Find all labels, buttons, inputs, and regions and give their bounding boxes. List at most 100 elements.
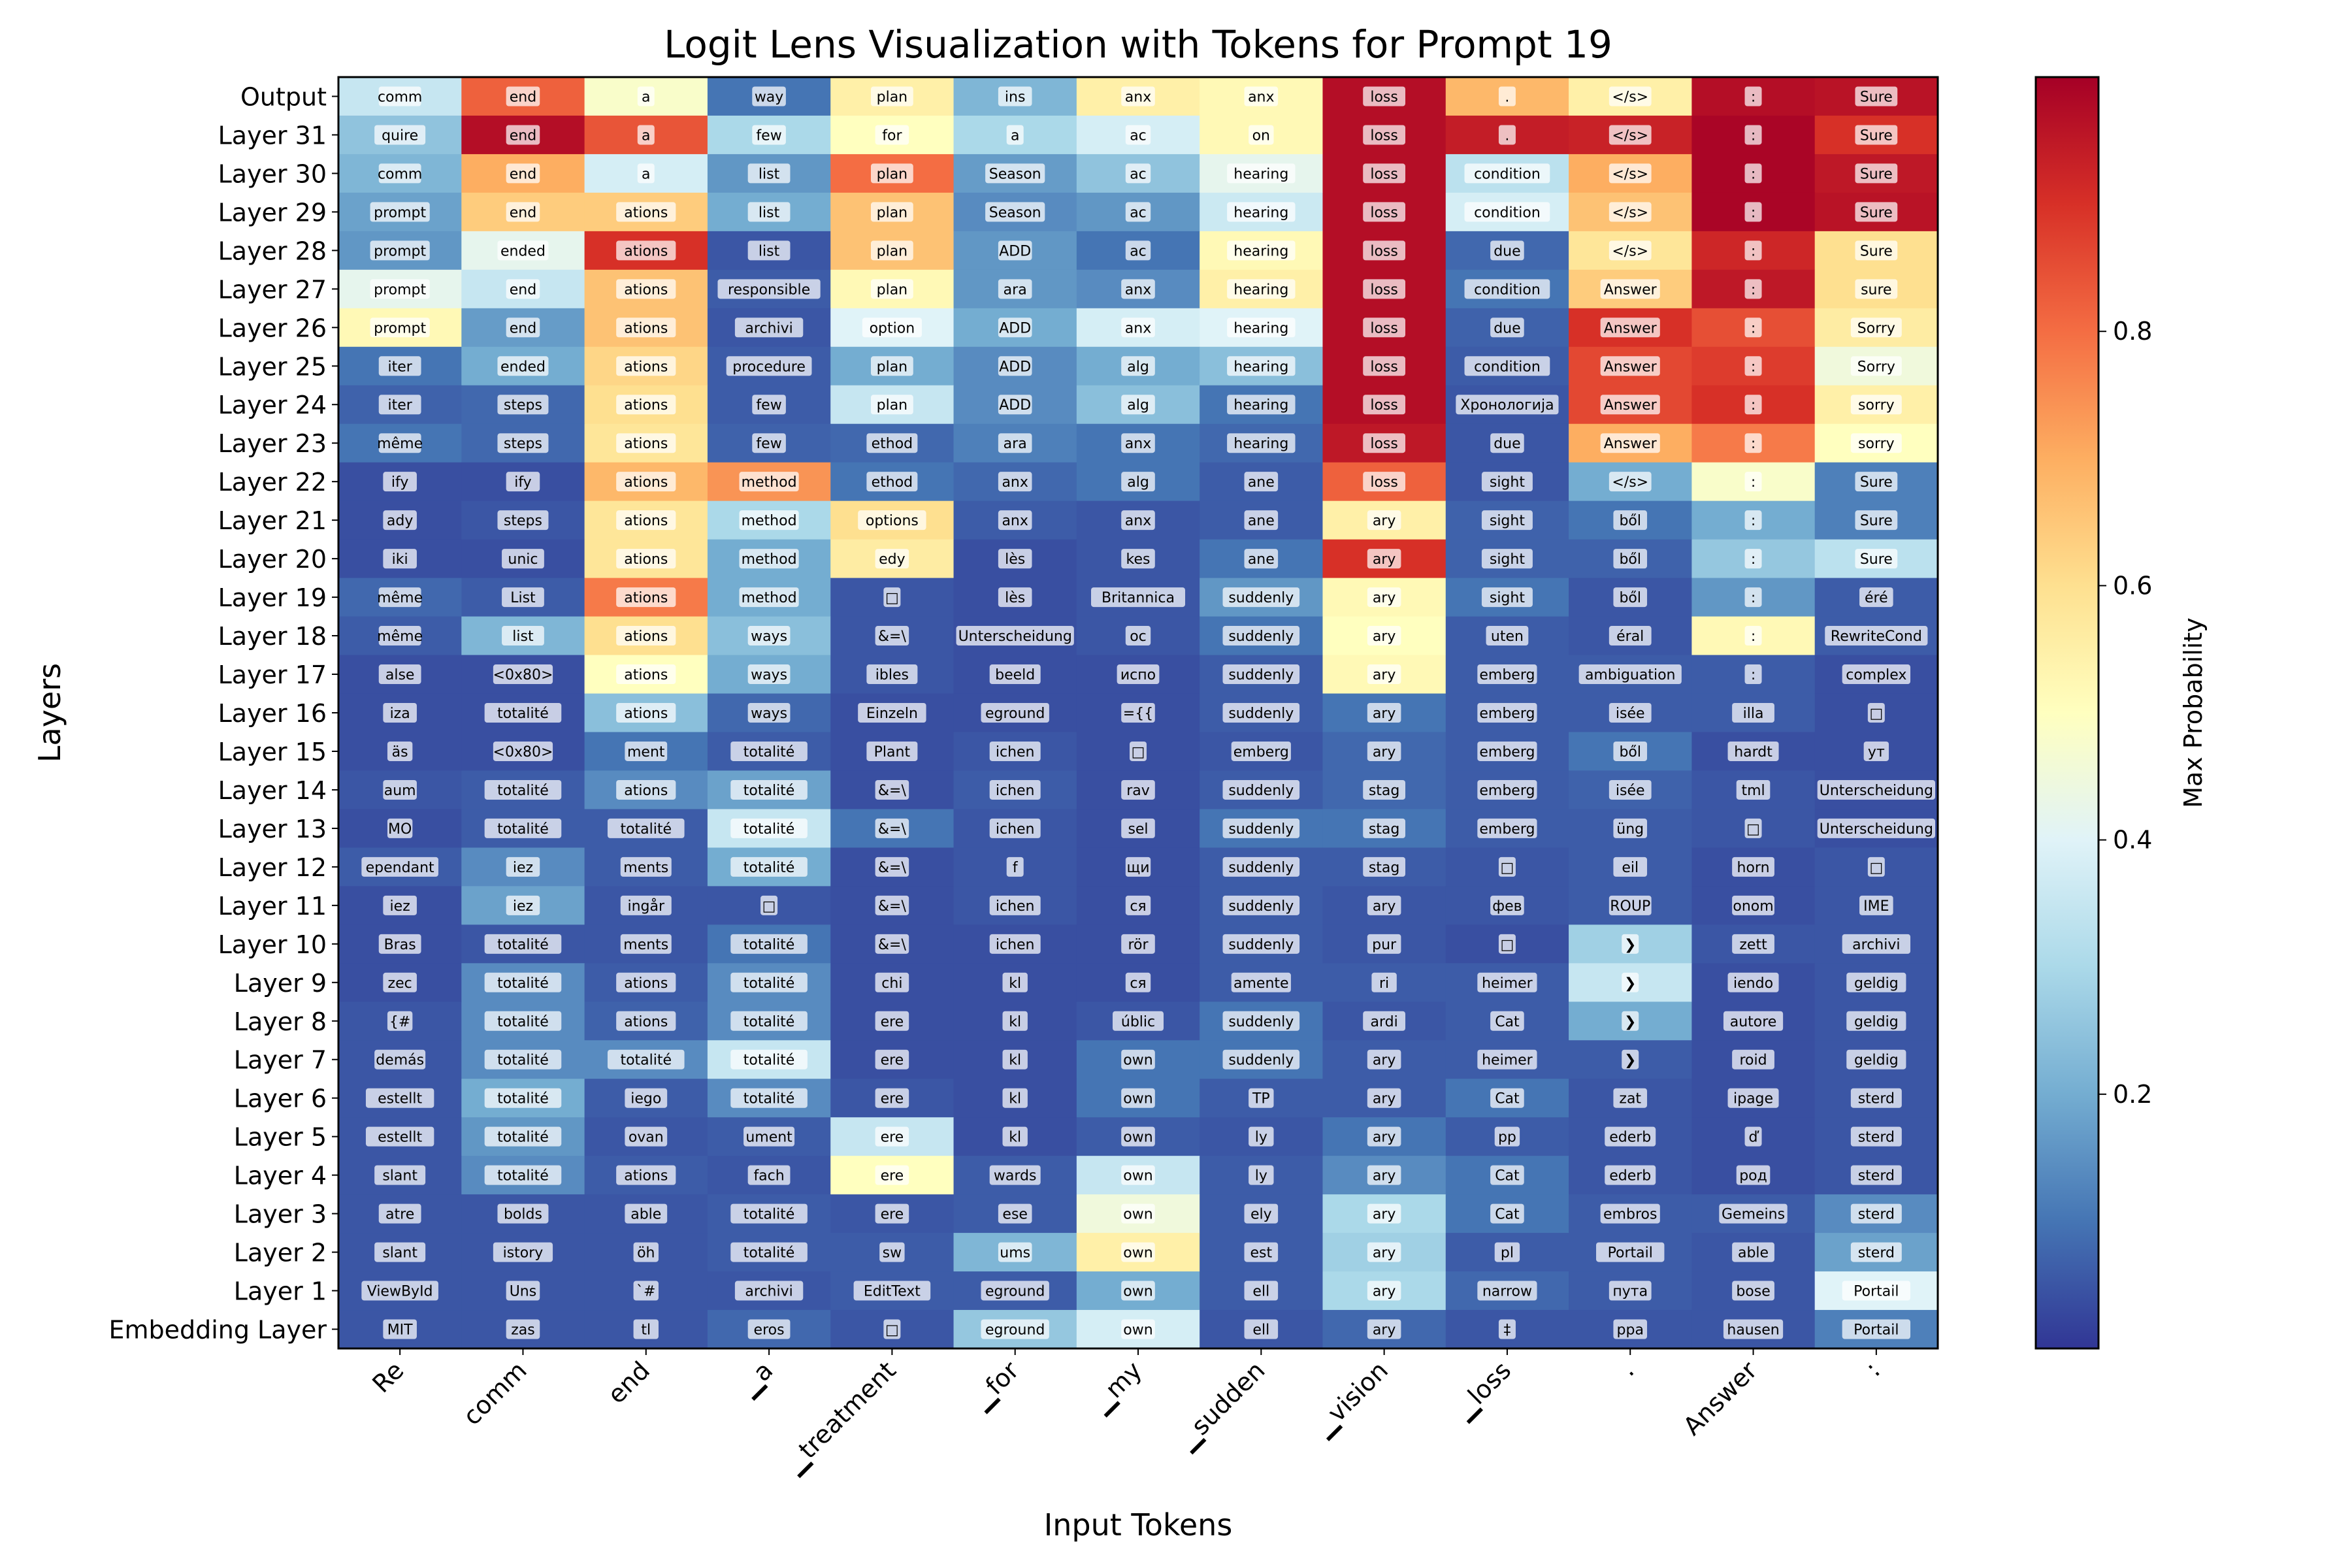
token-label-box	[383, 972, 417, 992]
token-label-box	[616, 779, 676, 800]
token-label: ell	[1252, 1322, 1269, 1339]
token-label-box	[383, 549, 417, 569]
token-label-box	[875, 1049, 909, 1070]
token-label-box	[378, 356, 421, 376]
token-label: iez	[390, 898, 410, 915]
token-label-box	[1744, 549, 1762, 569]
token-label: ADD	[999, 397, 1031, 414]
token-label: kes	[1126, 551, 1151, 568]
token-label-box	[506, 1319, 540, 1339]
token-label-box	[484, 779, 562, 800]
token-label-box	[1817, 779, 1935, 800]
token-label-box	[730, 779, 808, 800]
token-label-box	[1600, 433, 1660, 453]
token-label-box	[616, 318, 676, 338]
token-label: Sure	[1860, 89, 1893, 105]
token-label: ac	[1130, 166, 1147, 182]
token-label-box	[497, 433, 549, 453]
token-label: ROUP	[1610, 898, 1650, 915]
token-label: Portail	[1854, 1284, 1899, 1300]
token-label: ary	[1373, 744, 1396, 760]
token-label: ederb	[1609, 1168, 1651, 1184]
token-label: род	[1739, 1168, 1767, 1184]
token-label: ppa	[1617, 1322, 1644, 1339]
token-label-box	[752, 125, 786, 145]
token-label-box	[1125, 857, 1151, 877]
token-label-box	[378, 433, 421, 453]
token-label: üng	[1616, 821, 1644, 838]
token-label-box	[1121, 1203, 1155, 1224]
token-label-box	[1732, 1281, 1774, 1301]
token-label: plan	[877, 282, 908, 298]
token-label: .	[1505, 127, 1509, 144]
token-label-box	[1367, 1165, 1401, 1185]
token-label-box	[1859, 895, 1893, 915]
token-label: ary	[1373, 590, 1396, 606]
token-label: ify	[391, 474, 409, 491]
token-label-box	[1744, 626, 1762, 646]
token-label-box	[1244, 549, 1279, 569]
token-label: loss	[1370, 474, 1398, 491]
token-label: ethod	[872, 436, 913, 452]
token-label-box	[616, 279, 676, 299]
token-label: □	[1501, 937, 1514, 953]
y-tick-label: Layer 11	[218, 892, 327, 921]
token-label-box	[981, 1319, 1049, 1339]
token-label: :	[1751, 397, 1756, 414]
token-label-box	[502, 626, 544, 646]
token-label-box	[1600, 1203, 1660, 1224]
token-label-box	[374, 1165, 426, 1185]
token-label-box	[1363, 472, 1406, 492]
token-label: hardt	[1734, 744, 1772, 760]
token-label-box	[502, 549, 544, 569]
token-label: sight	[1490, 590, 1525, 606]
token-label: pp	[1498, 1130, 1516, 1146]
y-tick-label: Layer 15	[218, 738, 327, 766]
token-label: <0x80>	[493, 667, 553, 683]
token-label-box	[1732, 1242, 1774, 1262]
token-label: ations	[624, 629, 668, 645]
token-label-box	[1367, 626, 1401, 646]
token-label: method	[742, 513, 797, 529]
token-label: sterd	[1858, 1168, 1895, 1184]
token-label: ify	[514, 474, 532, 491]
token-label-box	[1609, 1281, 1652, 1301]
token-label-box	[730, 1203, 808, 1224]
token-label-box	[506, 895, 540, 915]
token-label: demás	[376, 1053, 424, 1069]
token-label-box	[1481, 472, 1533, 492]
token-label-box	[1222, 779, 1300, 800]
token-label: own	[1123, 1207, 1152, 1223]
token-label-box	[1498, 125, 1516, 145]
token-label: own	[1123, 1130, 1152, 1146]
token-label-box	[1855, 86, 1898, 106]
token-label: totalité	[620, 821, 672, 838]
token-label-box	[875, 1126, 909, 1147]
token-label: anx	[1125, 513, 1151, 529]
token-label-box	[1855, 472, 1898, 492]
token-label: ary	[1373, 706, 1396, 722]
token-label: ations	[624, 783, 668, 799]
token-label-box	[1723, 1319, 1784, 1339]
token-label: plan	[877, 204, 908, 221]
token-label: ended	[500, 359, 546, 375]
token-label-box	[1363, 240, 1406, 261]
token-label-box	[1121, 1281, 1155, 1301]
y-tick-label: Layer 20	[218, 545, 327, 574]
token-label-box	[752, 86, 786, 106]
token-label-box	[493, 741, 553, 761]
token-label-box	[1850, 318, 1902, 338]
token-label-box	[866, 472, 918, 492]
token-label-box	[1863, 741, 1889, 761]
token-label: isée	[1616, 783, 1645, 799]
token-label: ся	[1130, 898, 1146, 915]
y-tick-label: Output	[240, 82, 327, 111]
token-label-box	[637, 125, 655, 145]
token-label-box	[484, 1126, 562, 1147]
token-label-box	[1744, 818, 1762, 838]
token-label-box	[1490, 1203, 1524, 1224]
token-label-box	[506, 202, 540, 222]
token-label-box	[1006, 857, 1024, 877]
token-label-box	[1744, 279, 1762, 299]
token-label-box	[1622, 972, 1639, 992]
